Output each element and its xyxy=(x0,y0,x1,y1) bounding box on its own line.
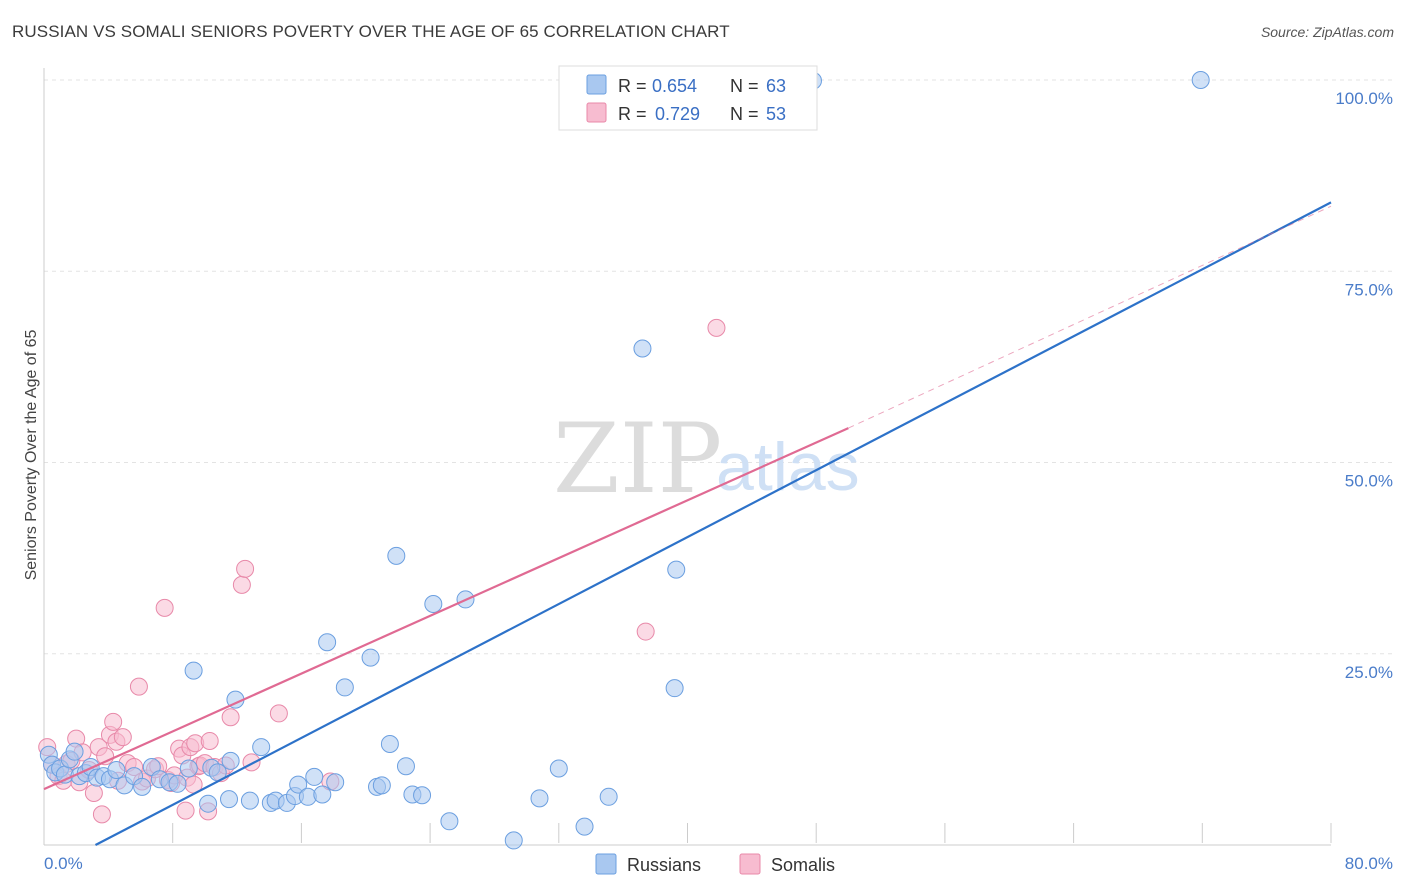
somalis-r-value: 0.729 xyxy=(655,104,700,124)
russians-point xyxy=(633,339,652,358)
grid xyxy=(44,79,1392,655)
x-tick-labels: 0.0% 80.0% xyxy=(44,854,1393,873)
y-tick-label: 25.0% xyxy=(1345,663,1393,682)
russians-point xyxy=(575,817,594,836)
russians-point xyxy=(1191,71,1210,89)
y-tick-label: 100.0% xyxy=(1335,89,1393,108)
somalis-point xyxy=(707,318,726,337)
russians-point xyxy=(440,812,459,831)
russians-point xyxy=(220,790,239,809)
somalis-point xyxy=(92,805,111,824)
watermark-zip: ZIP xyxy=(553,403,722,515)
somalis-legend-swatch xyxy=(586,102,607,123)
russians-point xyxy=(289,775,308,794)
somalis-point xyxy=(269,704,288,723)
russians-point xyxy=(184,661,203,680)
somalis-point xyxy=(155,598,174,617)
russians-point xyxy=(335,678,354,697)
russians-point xyxy=(107,761,126,780)
russians-point xyxy=(361,648,380,667)
russians-series-label: Russians xyxy=(627,855,701,875)
somalis-point xyxy=(242,753,261,772)
russians-point xyxy=(504,831,523,850)
russians-point xyxy=(179,759,198,778)
somalis-point xyxy=(636,622,655,641)
somalis-point xyxy=(104,712,123,731)
watermark-atlas: atlas xyxy=(716,429,860,505)
chart-title: RUSSIAN VS SOMALI SENIORS POVERTY OVER T… xyxy=(12,22,730,41)
y-tick-label: 75.0% xyxy=(1345,280,1393,299)
somalis-point xyxy=(176,801,195,820)
russians-point xyxy=(326,773,345,792)
russians-point xyxy=(387,546,406,565)
russians-n-label: N = xyxy=(730,76,759,96)
watermark: ZIP atlas xyxy=(553,403,860,515)
russians-r-value: 0.654 xyxy=(652,76,697,96)
somalis-series-label: Somalis xyxy=(771,855,835,875)
somalis-trend-line xyxy=(43,427,849,791)
russians-point xyxy=(413,786,432,805)
somalis-series-swatch xyxy=(739,853,761,875)
russians-point xyxy=(168,774,187,793)
russians-n-value: 63 xyxy=(766,76,786,96)
russians-point xyxy=(221,751,240,770)
somalis-point xyxy=(232,575,251,594)
somalis-r-label: R = xyxy=(618,104,647,124)
somalis-point xyxy=(236,559,255,578)
russians-point xyxy=(599,787,618,806)
source-credit: Source: ZipAtlas.com xyxy=(1260,24,1394,40)
russians-point xyxy=(667,560,686,579)
russians-series-swatch xyxy=(595,853,617,875)
russians-point xyxy=(313,785,332,804)
russians-legend-swatch xyxy=(586,74,607,95)
stats-legend: R = 0.654 N = 63 R = 0.729 N = 53 xyxy=(558,65,818,131)
somalis-point xyxy=(113,728,132,747)
russians-point xyxy=(380,735,399,754)
somalis-point xyxy=(200,731,219,750)
russians-r-label: R = xyxy=(618,76,647,96)
somalis-trend-extension xyxy=(848,205,1332,429)
russians-point xyxy=(530,789,549,808)
russians-point xyxy=(424,595,443,614)
series-legend: Russians Somalis xyxy=(595,853,835,875)
russians-point xyxy=(252,738,271,757)
trend-lines xyxy=(43,201,1332,846)
russians-point xyxy=(372,776,391,795)
russians-point xyxy=(65,742,84,761)
somalis-point xyxy=(84,783,103,802)
y-axis-label: Seniors Poverty Over the Age of 65 xyxy=(23,330,40,581)
somalis-point xyxy=(221,708,240,727)
x-tick-label: 0.0% xyxy=(44,854,83,873)
russians-point xyxy=(240,791,259,810)
russians-point xyxy=(396,757,415,776)
russians-point xyxy=(549,759,568,778)
russians-trend-line xyxy=(94,201,1332,846)
y-tick-label: 50.0% xyxy=(1345,472,1393,491)
russians-point xyxy=(305,767,324,786)
russians-point xyxy=(199,794,218,813)
x-tick-label: 80.0% xyxy=(1345,854,1393,873)
somalis-point xyxy=(129,677,148,696)
russians-point xyxy=(318,633,337,652)
y-tick-labels: 25.0% 50.0% 75.0% 100.0% xyxy=(1335,89,1393,682)
somalis-n-label: N = xyxy=(730,104,759,124)
axes xyxy=(43,68,1332,846)
russians-point xyxy=(133,777,152,796)
russians-point xyxy=(665,679,684,698)
somalis-n-value: 53 xyxy=(766,104,786,124)
